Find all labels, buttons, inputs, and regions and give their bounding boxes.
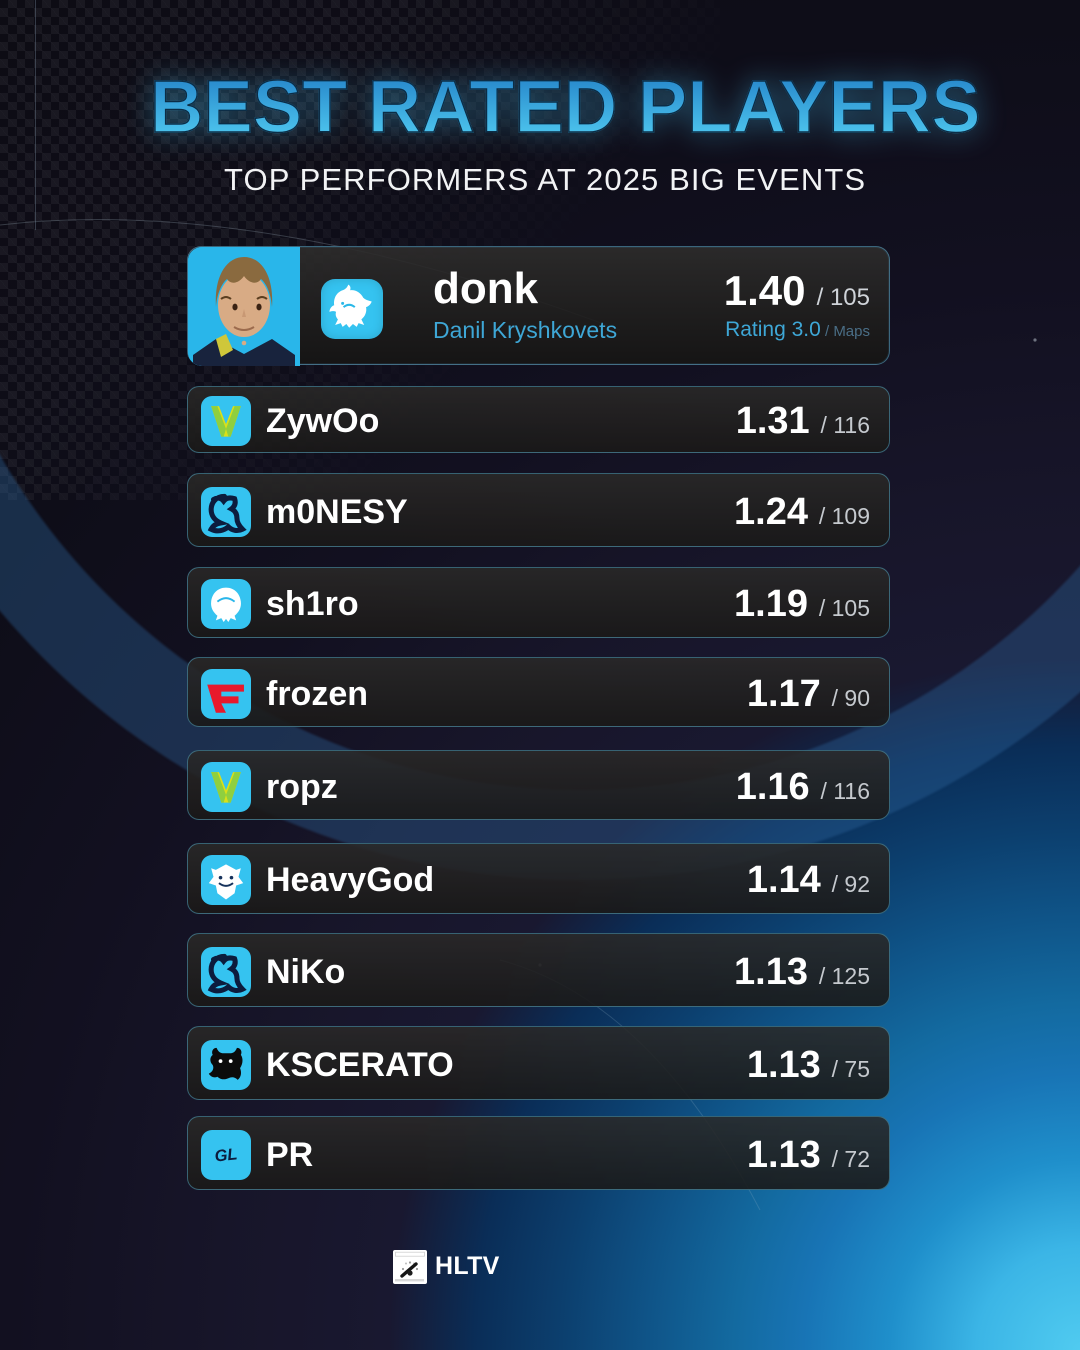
svg-text:GL: GL — [214, 1145, 239, 1165]
